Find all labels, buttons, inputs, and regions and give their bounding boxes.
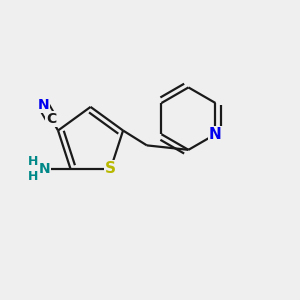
Text: N: N xyxy=(38,98,49,112)
Text: H: H xyxy=(28,170,38,183)
Text: S: S xyxy=(105,161,116,176)
Text: N: N xyxy=(38,162,50,176)
Text: C: C xyxy=(46,112,56,126)
Text: N: N xyxy=(209,127,222,142)
Text: H: H xyxy=(28,155,38,168)
